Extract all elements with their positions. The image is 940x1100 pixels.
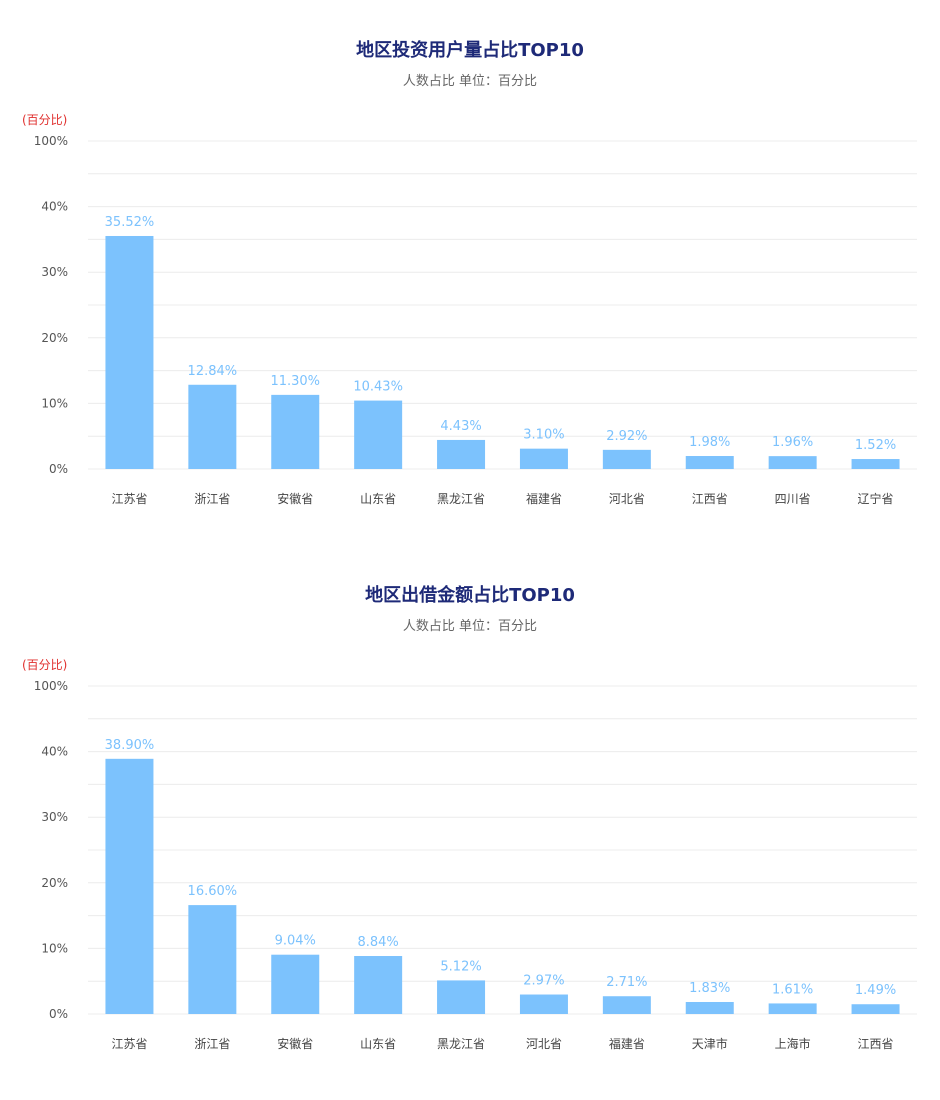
x-category-label: 山东省 [360, 492, 396, 506]
bar [354, 400, 403, 469]
y-tick-label: 100% [34, 679, 68, 693]
y-tick-label: 30% [41, 265, 68, 279]
x-category-label: 河北省 [609, 492, 645, 506]
bar-value-label: 12.84% [188, 364, 238, 379]
bar-plot: 0% 10% 20% 30% 40% 100% 38.90% 江苏省 16.60% 浙江省 9.04… [34, 679, 917, 1051]
y-tick-label: 10% [41, 396, 68, 410]
chart-subtitle: 人数占比 单位：百分比 [402, 619, 538, 634]
x-category-label: 安徽省 [277, 491, 313, 506]
bar [685, 1001, 734, 1014]
x-category-label: 安徽省 [277, 1036, 313, 1051]
bar [768, 1003, 817, 1014]
chart-subtitle: 人数占比 单位：百分比 [402, 74, 538, 89]
y-tick-label: 40% [41, 200, 68, 214]
x-category-label: 江西省 [858, 1037, 894, 1051]
bar-value-label: 2.71% [606, 975, 647, 990]
bar [188, 384, 237, 469]
bar [519, 994, 568, 1014]
bar [105, 758, 154, 1014]
bar [188, 905, 237, 1014]
bar-value-label: 1.49% [855, 983, 896, 998]
bar [685, 456, 734, 469]
bar-value-label: 16.60% [188, 884, 238, 899]
bar [851, 1004, 900, 1014]
chart-title: 地区出借金额占比TOP10 [365, 585, 575, 606]
bar-value-label: 5.12% [440, 959, 481, 974]
bar-value-label: 2.97% [523, 974, 564, 989]
bar-value-label: 8.84% [357, 935, 398, 950]
bar [768, 456, 817, 469]
bar [354, 956, 403, 1014]
bar-value-label: 11.30% [270, 374, 320, 389]
y-unit-label: (百分比) [22, 658, 68, 672]
bar [105, 235, 154, 469]
x-category-label: 福建省 [609, 1036, 645, 1051]
y-tick-label: 20% [41, 876, 68, 890]
bar-value-label: 9.04% [275, 934, 316, 949]
bar-value-label: 35.52% [105, 215, 155, 230]
bar-value-label: 1.98% [689, 435, 730, 450]
chart-investor-share: 地区投资用户量占比TOP10 人数占比 单位：百分比 (百分比) 0% 10% 20… [0, 0, 940, 545]
y-unit-label: (百分比) [22, 113, 68, 127]
x-category-label: 黑龙江省 [437, 1037, 485, 1051]
y-tick-label: 100% [34, 134, 68, 148]
bar-value-label: 1.61% [772, 982, 813, 997]
x-category-label: 江西省 [692, 492, 728, 506]
x-category-label: 辽宁省 [858, 491, 894, 506]
bar-value-label: 10.43% [353, 380, 403, 395]
x-category-label: 上海市 [775, 1036, 811, 1051]
bar-value-label: 1.52% [855, 438, 896, 453]
bar [271, 954, 320, 1014]
x-category-label: 浙江省 [194, 1037, 230, 1051]
x-category-label: 江苏省 [111, 1037, 147, 1051]
x-category-label: 山东省 [360, 1037, 396, 1051]
chart-lending-amount-share: 地区出借金额占比TOP10 人数占比 单位：百分比 (百分比) 0% 10% 20%… [0, 545, 940, 1090]
bar [519, 448, 568, 469]
bar-plot: 0% 10% 20% 30% 40% 100% 35.52% 江苏省 12.84% 浙江省 11.3… [34, 134, 917, 506]
bar [602, 996, 651, 1014]
bar [437, 980, 486, 1014]
x-category-label: 天津市 [692, 1036, 728, 1051]
y-tick-label: 0% [49, 1007, 68, 1021]
bar [602, 449, 651, 469]
x-category-label: 江苏省 [111, 492, 147, 506]
x-category-label: 河北省 [526, 1037, 562, 1051]
bar-value-label: 38.90% [105, 738, 155, 753]
x-category-label: 四川省 [775, 492, 811, 506]
bar-value-label: 4.43% [440, 419, 481, 434]
bar-value-label: 2.92% [606, 429, 647, 444]
y-tick-label: 40% [41, 745, 68, 759]
bar-value-label: 1.83% [689, 981, 730, 996]
bar [271, 394, 320, 469]
y-tick-label: 0% [49, 462, 68, 476]
chart-title: 地区投资用户量占比TOP10 [356, 40, 584, 61]
y-tick-label: 10% [41, 941, 68, 955]
y-tick-label: 20% [41, 331, 68, 345]
x-category-label: 浙江省 [194, 492, 230, 506]
y-tick-label: 30% [41, 810, 68, 824]
x-category-label: 福建省 [526, 491, 562, 506]
x-category-label: 黑龙江省 [437, 492, 485, 506]
bar [851, 459, 900, 469]
bar [437, 439, 486, 469]
bar-value-label: 1.96% [772, 435, 813, 450]
bar-value-label: 3.10% [523, 428, 564, 443]
